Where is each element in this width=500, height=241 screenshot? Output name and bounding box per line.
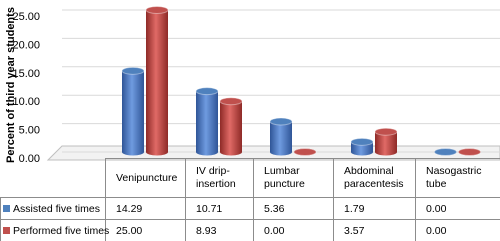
bar-base [270,148,292,156]
bar [434,148,457,156]
value-label: 3.57 [333,219,416,241]
bar-top [269,117,293,126]
bar-top [195,87,219,96]
bar-top [350,137,374,146]
bar-base [351,148,373,156]
bar [374,127,398,156]
y-tick-label: 25.00 [12,11,40,23]
bar-body [220,101,242,152]
legend-label: Assisted five times [13,202,100,215]
bar [350,137,374,156]
legend-entry: Performed five times [0,219,110,241]
bar-body [146,10,168,152]
bar-top [374,127,398,136]
value-label: 1.79 [333,197,416,220]
bar-top [293,148,317,156]
bar [458,148,481,156]
value-label: 10.71 [185,197,254,220]
value-label: 0.00 [415,219,500,241]
bar-top [434,148,457,156]
y-tick-label: 10.00 [12,96,40,108]
legend-entry: Assisted five times [0,197,106,220]
bar [293,148,317,156]
category-label: Abdominal paracentesis [333,158,416,198]
bar-top [458,148,481,156]
bar [269,117,293,156]
bar-top [121,66,145,75]
value-label: 8.93 [185,219,254,241]
legend-label: Performed five times [13,224,110,237]
bar [121,66,145,156]
bar-top [219,97,243,106]
bar-body [351,141,373,152]
bar-base [196,148,218,156]
y-tick-label: 15.00 [12,68,40,80]
value-label: 25.00 [105,219,186,241]
y-tick-label: 20.00 [12,39,40,51]
table-corner [0,158,106,198]
bar [145,6,169,156]
bar-body [270,121,292,152]
bar-base [375,148,397,156]
bar-body [196,91,218,152]
y-axis-title: Percent of third year students [5,7,17,163]
legend-swatch [3,226,10,234]
category-label: Lumbar puncture [253,158,334,198]
category-label: IV drip-insertion [185,158,254,198]
value-label: 5.36 [253,197,334,220]
bar [195,87,219,156]
value-label: 14.29 [105,197,186,220]
category-label: Nasogastric tube [415,158,500,198]
bar-base [220,148,242,156]
bar-body [122,70,144,152]
legend-swatch [3,204,10,212]
bar-base [146,148,168,156]
bar-top [145,6,169,14]
value-label: 0.00 [253,219,334,241]
data-table: Venipuncture IV drip-insertion Lumbar punc… [0,158,500,241]
value-label: 0.00 [415,197,500,220]
bar-base [122,148,144,156]
y-tick-label: 5.00 [19,125,40,137]
bar-body [375,131,397,152]
bar [219,97,243,156]
category-label: Venipuncture [105,158,186,198]
